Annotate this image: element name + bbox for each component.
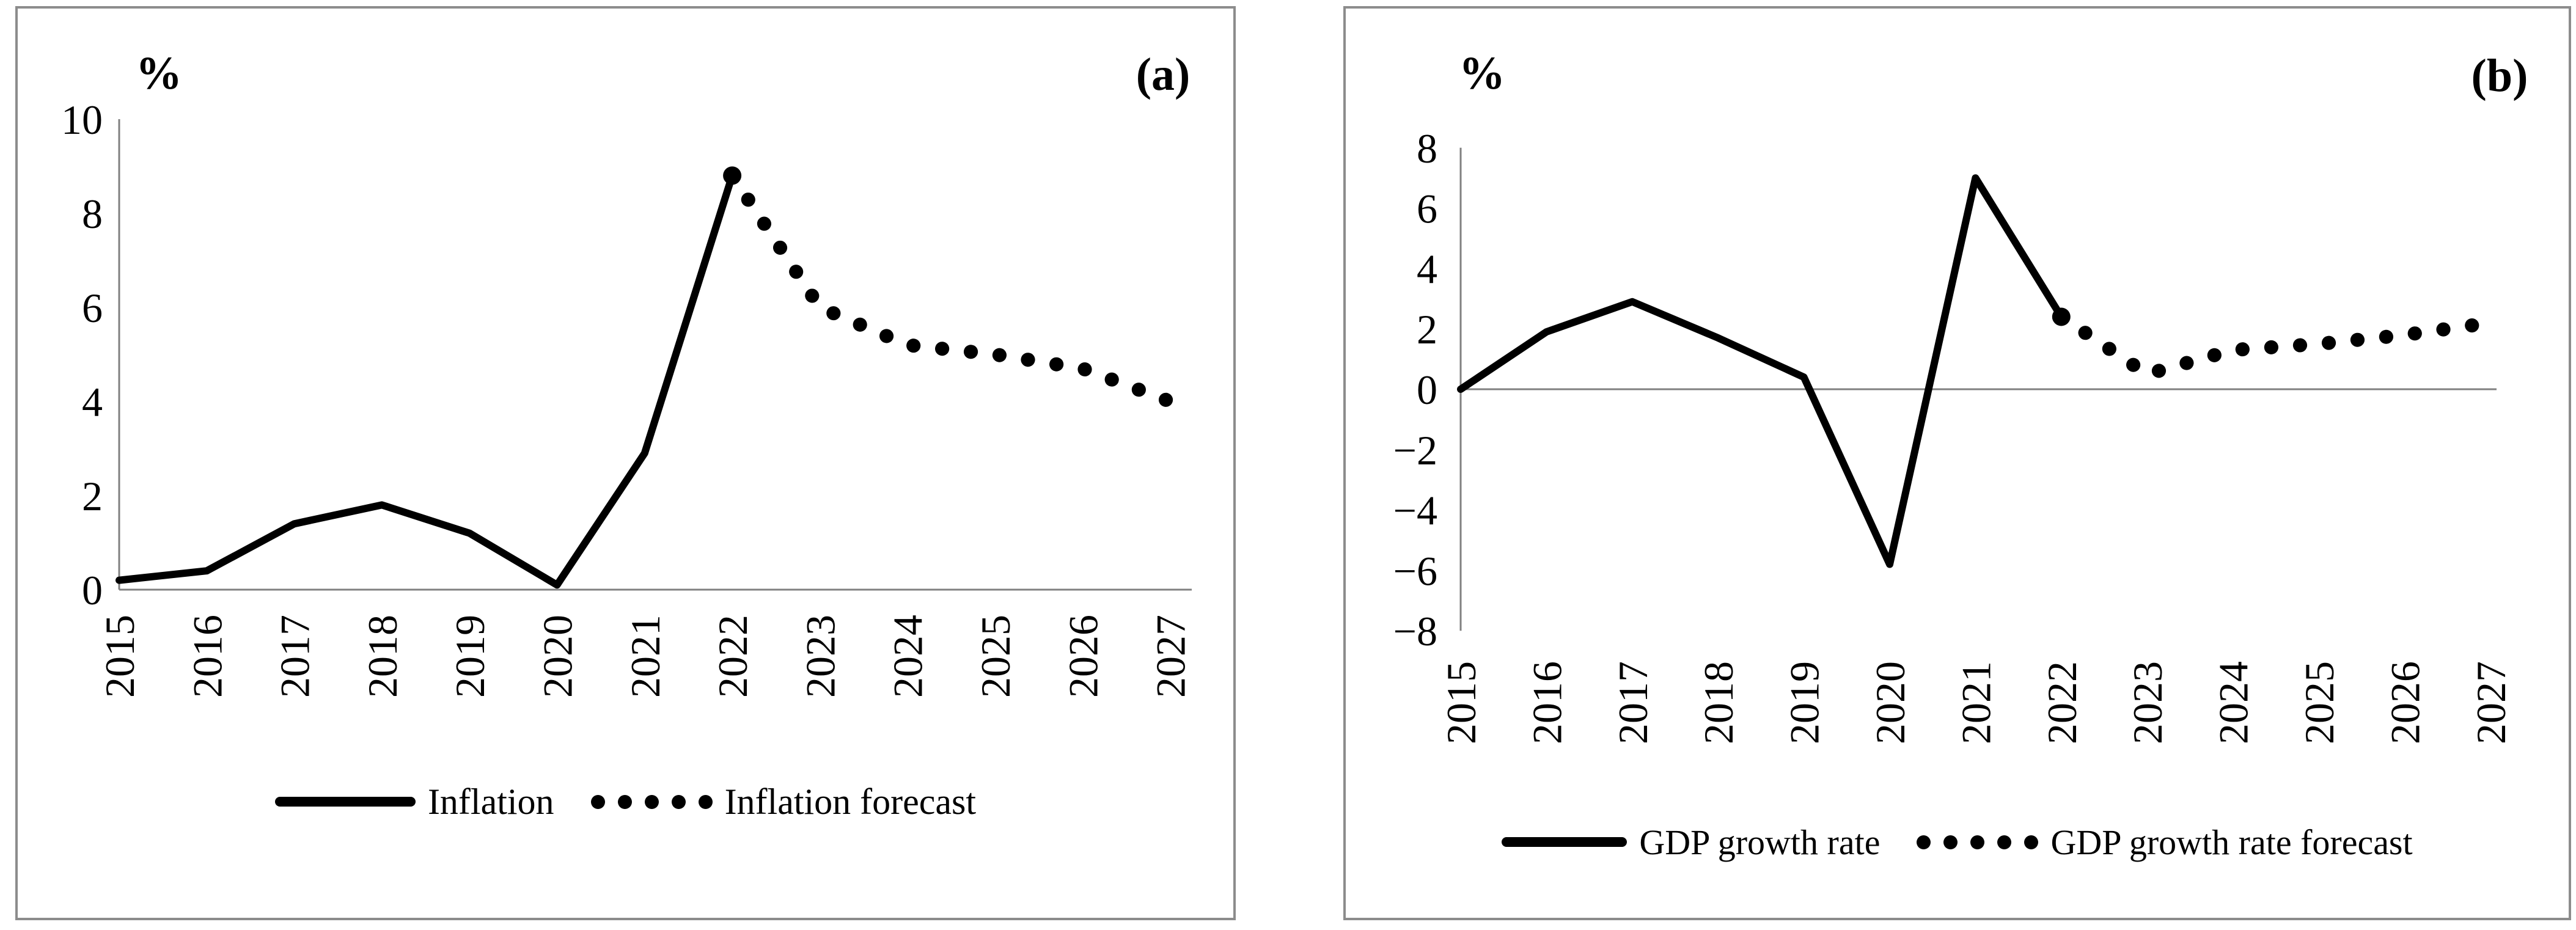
panel-letter-b: (b) — [2471, 50, 2528, 101]
y-axis-unit-label-b: % — [1459, 48, 1505, 99]
legend-item-gdp-growth-forecast: GDP growth rate forecast — [1917, 822, 2413, 863]
legend-label: Inflation — [427, 781, 554, 822]
solid-line-swatch-icon — [1502, 837, 1627, 847]
legend-a: Inflation Inflation forecast — [15, 771, 1236, 832]
solid-line-swatch-icon — [274, 797, 416, 807]
y-axis-unit-label-a: % — [136, 48, 182, 99]
legend-item-inflation-forecast: Inflation forecast — [590, 781, 977, 823]
legend-label: GDP growth rate — [1639, 822, 1881, 862]
legend-item-inflation: Inflation — [274, 781, 554, 823]
panel-letter-a: (a) — [1136, 49, 1191, 100]
dotted-line-swatch-icon — [590, 794, 713, 809]
legend-b: GDP growth rate GDP growth rate forecast — [1343, 811, 2571, 873]
legend-item-gdp-growth: GDP growth rate — [1502, 822, 1880, 863]
dotted-line-swatch-icon — [1917, 835, 2039, 849]
legend-label: GDP growth rate forecast — [2050, 822, 2413, 862]
chart-panel-b — [1343, 6, 2571, 920]
legend-label: Inflation forecast — [724, 781, 977, 822]
